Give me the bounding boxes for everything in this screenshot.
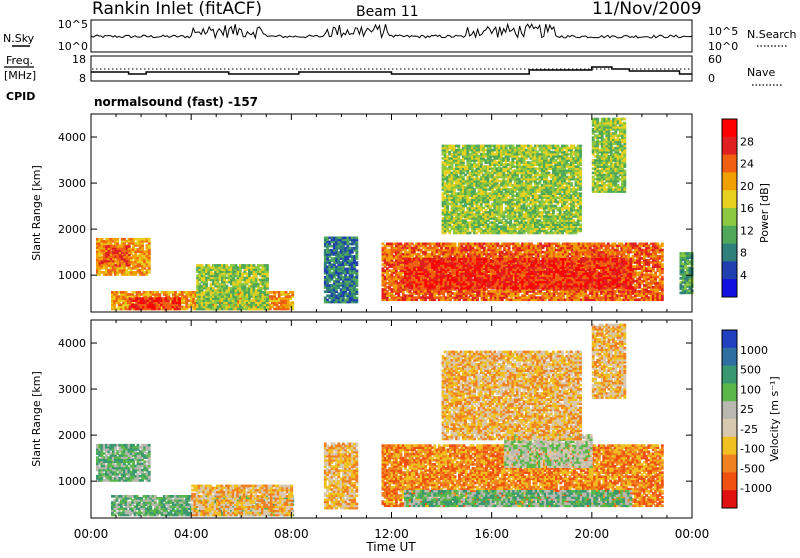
nave-label: Nave xyxy=(747,66,775,79)
nsky-tick-bottom: 10^0 xyxy=(58,40,88,53)
heatmap-cell xyxy=(355,297,358,300)
heatmap-cell xyxy=(355,261,358,264)
heatmap-cell xyxy=(128,245,131,248)
cpid-text: normalsound (fast) -157 xyxy=(94,95,258,109)
freq-tick-top: 18 xyxy=(72,53,86,66)
nave-tick-top: 60 xyxy=(708,53,722,66)
date-title: 11/Nov/2009 xyxy=(592,0,702,19)
heatmap-cell xyxy=(266,264,269,267)
nsky-line xyxy=(91,24,692,38)
heatmap-cell xyxy=(178,297,181,300)
freq-line xyxy=(91,67,692,74)
nsearch-label: N.Search xyxy=(747,28,797,41)
heatmap-cell xyxy=(355,288,358,291)
freq-trace xyxy=(91,67,692,74)
nsearch-tick-bottom: 10^0 xyxy=(708,40,738,53)
heatmap-cell xyxy=(116,238,119,241)
beam-title: Beam 11 xyxy=(356,4,419,20)
nsky-trace xyxy=(91,24,692,38)
nsearch-tick-top: 10^5 xyxy=(708,25,738,38)
heatmap-cell xyxy=(355,237,358,240)
heatmap-cell xyxy=(291,301,294,304)
freq-label: Freq. xyxy=(6,54,33,67)
nsky-label: N.Sky xyxy=(3,32,35,45)
nsky-tick-top: 10^5 xyxy=(58,18,88,31)
nave-tick-bottom: 0 xyxy=(708,72,715,85)
station-title: Rankin Inlet (fitACF) xyxy=(92,0,262,19)
heatmap-cell xyxy=(266,291,269,294)
freq-unit: [MHz] xyxy=(4,69,36,82)
freq-tick-bottom: 8 xyxy=(79,72,86,85)
heatmap-cell xyxy=(291,291,294,294)
cpid-label: CPID xyxy=(6,90,35,103)
heatmap-cell xyxy=(454,243,457,246)
power-heatmap xyxy=(96,118,694,311)
heatmap-cell xyxy=(128,262,131,265)
heatmap-cell xyxy=(148,238,151,241)
heatmap-cell xyxy=(355,270,358,273)
